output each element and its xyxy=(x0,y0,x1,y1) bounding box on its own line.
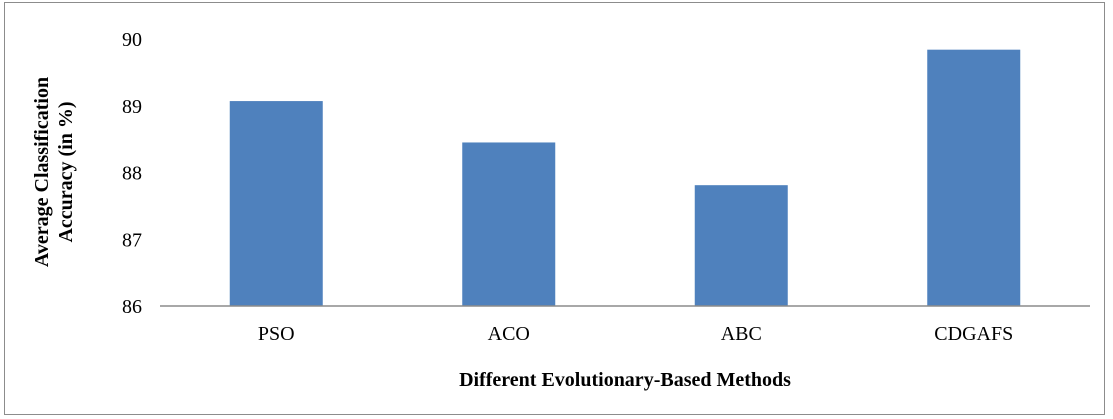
y-tick-label-4: 90 xyxy=(122,29,142,51)
x-tick-label-abc: ABC xyxy=(721,323,762,345)
y-axis-title-line-2: Accuracy (in %) xyxy=(55,101,77,242)
y-tick-label-3: 89 xyxy=(122,96,142,118)
y-tick-label-0: 86 xyxy=(122,296,142,318)
bar-cdgafs xyxy=(927,49,1021,307)
x-tick-label-aco: ACO xyxy=(488,323,530,345)
y-tick-label-1: 87 xyxy=(122,229,142,251)
y-axis-title: Average Classification Accuracy (in %) xyxy=(31,77,77,267)
bar-aco xyxy=(462,142,556,306)
y-axis-title-line-1: Average Classification xyxy=(31,77,53,267)
bar-pso xyxy=(229,101,323,306)
x-tick-label-cdgafs: CDGAFS xyxy=(934,323,1013,345)
x-axis-categories: PSO ACO ABC CDGAFS xyxy=(258,323,1013,345)
y-axis-ticks: 86 87 88 89 90 xyxy=(122,29,142,318)
bars xyxy=(229,49,1021,307)
y-tick-label-2: 88 xyxy=(122,163,142,185)
x-tick-label-pso: PSO xyxy=(258,323,295,345)
x-axis-title: Different Evolutionary-Based Methods xyxy=(459,369,791,391)
bar-abc xyxy=(694,185,788,306)
